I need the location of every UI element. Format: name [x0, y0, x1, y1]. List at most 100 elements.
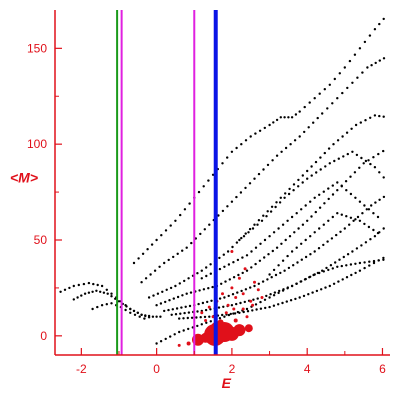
- data-point: [370, 63, 373, 67]
- data-point: [288, 187, 291, 191]
- data-point: [277, 291, 280, 295]
- data-point: [336, 212, 339, 215]
- data-point: [372, 212, 375, 215]
- data-point-red: [251, 303, 255, 307]
- data-point: [364, 241, 368, 244]
- y-tick-label: 0: [40, 329, 47, 343]
- data-point: [322, 223, 325, 226]
- data-point: [364, 159, 368, 163]
- data-point: [239, 301, 242, 305]
- data-point: [331, 267, 334, 270]
- data-point: [211, 285, 214, 289]
- data-point: [367, 208, 371, 211]
- data-point: [198, 289, 201, 292]
- data-point: [254, 246, 258, 249]
- data-point: [229, 312, 232, 316]
- data-point: [287, 116, 290, 119]
- data-point: [159, 340, 163, 343]
- data-point: [146, 248, 149, 251]
- data-point: [240, 143, 243, 146]
- data-point: [360, 156, 363, 160]
- data-point: [341, 135, 344, 138]
- data-point: [372, 259, 376, 263]
- data-point: [96, 305, 99, 309]
- x-axis-label: E: [222, 375, 232, 391]
- data-point: [82, 282, 86, 286]
- data-point: [304, 238, 307, 242]
- data-point: [289, 143, 292, 146]
- data-point: [160, 234, 163, 237]
- data-point: [377, 152, 380, 156]
- data-point: [245, 269, 249, 272]
- data-point: [363, 222, 366, 226]
- data-point: [136, 311, 139, 314]
- data-point: [200, 269, 203, 272]
- data-point: [76, 296, 79, 299]
- data-point: [363, 40, 367, 44]
- data-point: [163, 261, 166, 265]
- data-point: [211, 173, 215, 176]
- data-point: [300, 208, 303, 211]
- data-point: [239, 191, 243, 194]
- data-point: [310, 174, 313, 177]
- data-point: [333, 159, 336, 163]
- data-point: [207, 179, 210, 182]
- data-point: [77, 283, 81, 287]
- data-point: [326, 240, 329, 243]
- data-point: [337, 157, 340, 160]
- data-point: [63, 288, 67, 291]
- data-point: [178, 282, 181, 285]
- data-point: [372, 228, 375, 232]
- data-point: [102, 291, 106, 294]
- data-point: [382, 115, 385, 118]
- data-point: [268, 273, 271, 276]
- data-point: [222, 305, 225, 308]
- data-point: [373, 114, 377, 117]
- data-point: [265, 215, 268, 218]
- data-point: [263, 256, 266, 259]
- data-point: [226, 250, 230, 253]
- data-point: [373, 235, 377, 238]
- data-point: [301, 181, 304, 184]
- data-point: [363, 266, 366, 270]
- data-point-red: [207, 305, 211, 309]
- data-point: [256, 223, 259, 226]
- data-point: [268, 305, 271, 309]
- data-point: [338, 72, 341, 75]
- data-point: [312, 121, 315, 124]
- data-point: [286, 219, 289, 222]
- data-point: [298, 296, 301, 299]
- data-point: [205, 274, 208, 278]
- data-point: [167, 308, 170, 312]
- data-point: [147, 316, 151, 319]
- data-point: [333, 77, 336, 81]
- data-point: [336, 189, 339, 192]
- data-point: [313, 231, 316, 234]
- data-point: [150, 243, 154, 246]
- data-point: [377, 259, 380, 262]
- data-point: [206, 300, 209, 304]
- data-point: [306, 219, 309, 222]
- data-point: [327, 187, 330, 190]
- data-point: [185, 292, 188, 295]
- data-point: [217, 306, 221, 309]
- data-point: [328, 162, 331, 165]
- data-point: [179, 213, 182, 217]
- data-point: [281, 223, 285, 226]
- data-point: [350, 273, 353, 277]
- data-point: [290, 250, 294, 253]
- data-point: [331, 193, 335, 196]
- data-point: [174, 284, 177, 288]
- data-point-red: [253, 280, 256, 284]
- data-point: [301, 174, 304, 177]
- data-point: [304, 204, 307, 207]
- data-point: [309, 200, 312, 203]
- data-point: [349, 216, 353, 219]
- data-point: [155, 342, 158, 345]
- data-point: [183, 208, 187, 211]
- data-point: [321, 112, 324, 115]
- data-point: [165, 288, 168, 291]
- data-point: [164, 229, 168, 232]
- data-point: [290, 116, 294, 119]
